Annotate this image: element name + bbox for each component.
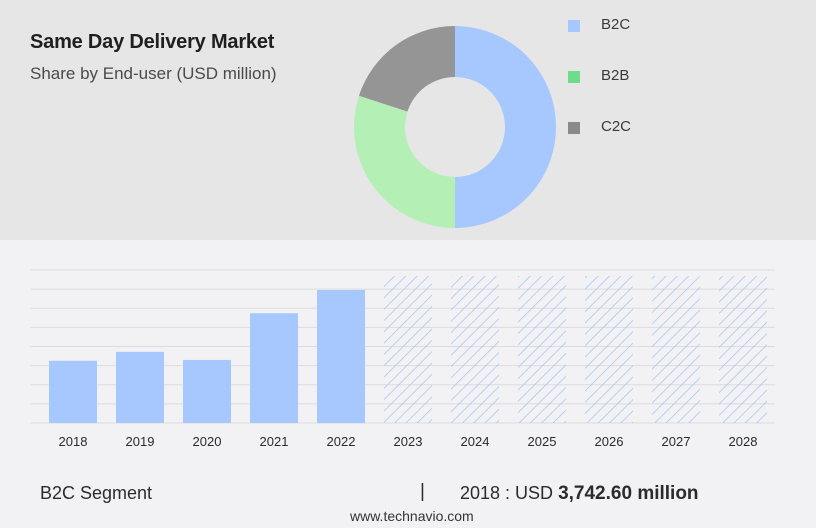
year-value-readout: 2018 : USD 3,742.60 million — [460, 483, 699, 505]
bar-panel: 2018 2019 2020 2021 2022 2023 2024 2025 2026 2027… — [0, 240, 816, 528]
tick-label-2027: 2027 — [662, 434, 691, 449]
donut-chart — [354, 26, 556, 229]
legend-swatch-b2c — [568, 20, 580, 32]
segment-label: B2C Segment — [40, 483, 153, 503]
tick-label-2023: 2023 — [394, 434, 423, 449]
legend-swatch-c2c — [568, 122, 580, 134]
bar-2019 — [116, 351, 164, 423]
bar-chart: 2018 2019 2020 2021 2022 2023 2024 2025 2026 2027… — [30, 269, 775, 449]
tick-label-2026: 2026 — [595, 434, 624, 449]
source-url: www.technavio.com — [350, 508, 474, 524]
chart-title: Same Day Delivery Market — [30, 31, 275, 53]
tick-label-2020: 2020 — [193, 434, 222, 449]
legend-label-b2c: B2C — [601, 16, 631, 33]
tick-label-2019: 2019 — [126, 434, 155, 449]
forecast-bar-2023 — [384, 276, 432, 423]
bar-2021 — [250, 313, 298, 423]
forecast-bar-2025 — [518, 276, 566, 423]
tick-label-2022: 2022 — [327, 434, 356, 449]
year-value-prefix: 2018 : USD — [460, 483, 554, 503]
donut-slice-c2c — [358, 26, 455, 112]
footer-divider: | — [420, 481, 425, 502]
donut-slice-b2b — [354, 95, 455, 229]
tick-label-2028: 2028 — [729, 434, 758, 449]
legend-swatch-b2b — [568, 71, 580, 83]
legend-label-c2c: C2C — [601, 118, 632, 135]
bar-2022 — [317, 289, 365, 423]
tick-label-2021: 2021 — [260, 434, 289, 449]
year-value-number: 3,742.60 million — [558, 483, 699, 504]
tick-label-2018: 2018 — [59, 434, 88, 449]
forecast-bar-2026 — [585, 276, 633, 423]
forecast-bar-2028 — [719, 276, 767, 423]
forecast-bar-2027 — [652, 276, 700, 423]
donut-slice-b2c — [455, 26, 556, 228]
forecast-bar-2024 — [451, 276, 499, 423]
tick-label-2025: 2025 — [528, 434, 557, 449]
bar-2020 — [183, 359, 231, 423]
legend-label-b2b: B2B — [601, 67, 630, 84]
tick-label-2024: 2024 — [461, 434, 490, 449]
chart-subtitle: Share by End-user (USD million) — [30, 64, 277, 83]
bar-2018 — [49, 360, 97, 423]
